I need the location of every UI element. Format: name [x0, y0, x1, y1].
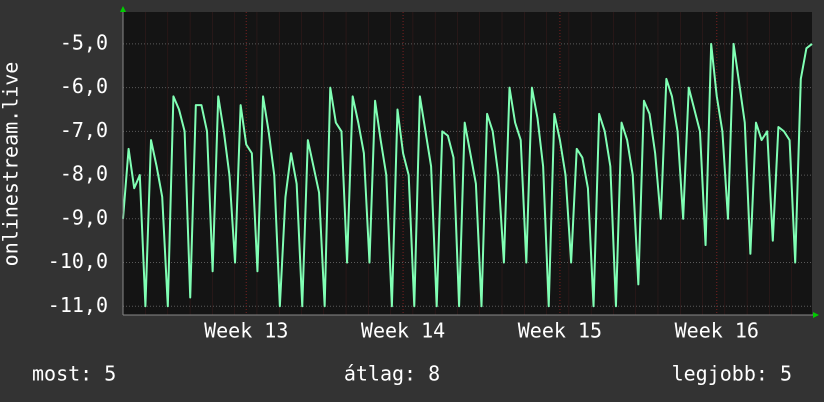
- x-tick-label: Week 14: [361, 319, 445, 343]
- y-tick-label: -10,0: [48, 249, 108, 273]
- y-tick-label: -5,0: [60, 30, 108, 54]
- footer-best: legjobb: 5: [672, 362, 792, 386]
- y-axis-label: onlinestream.live: [0, 62, 23, 267]
- y-tick-label: -11,0: [48, 293, 108, 317]
- y-tick-label: -8,0: [60, 162, 108, 186]
- y-tick-label: -9,0: [60, 205, 108, 229]
- y-tick-label: -7,0: [60, 118, 108, 142]
- footer-average: átlag: 8: [344, 362, 440, 386]
- x-tick-label: Week 15: [518, 319, 602, 343]
- x-tick-label: Week 13: [204, 319, 288, 343]
- axis-arrow: [120, 6, 126, 12]
- footer-current: most: 5: [32, 362, 116, 386]
- series-line: [122, 42, 813, 308]
- y-tick-label: -6,0: [60, 74, 108, 98]
- axis-arrow: [813, 312, 819, 318]
- marks: [122, 12, 813, 315]
- x-tick-label: Week 16: [675, 319, 759, 343]
